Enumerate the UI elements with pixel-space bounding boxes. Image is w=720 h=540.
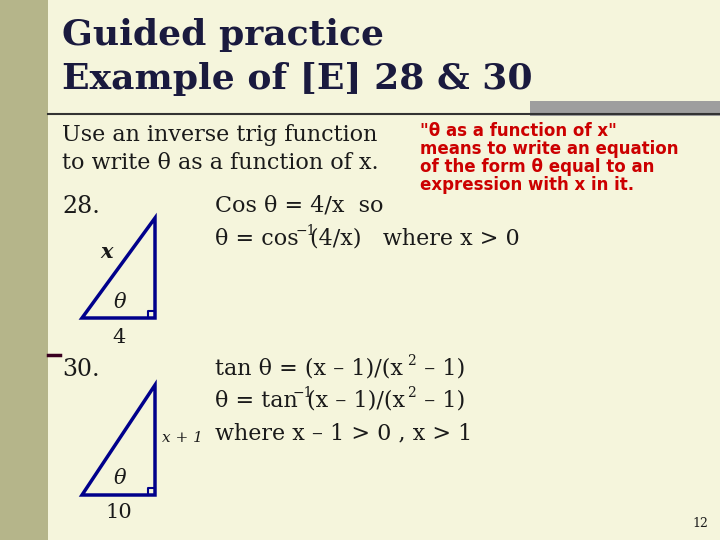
Text: expression with x in it.: expression with x in it.	[420, 176, 634, 194]
Text: "θ as a function of x": "θ as a function of x"	[420, 122, 617, 140]
Text: Guided practice: Guided practice	[62, 18, 384, 52]
Text: x: x	[101, 242, 113, 262]
Text: (x – 1)/(x: (x – 1)/(x	[307, 390, 405, 412]
Text: θ = tan: θ = tan	[215, 390, 298, 412]
Text: (4/x)   where x > 0: (4/x) where x > 0	[310, 228, 520, 250]
Text: 2: 2	[407, 386, 415, 400]
Text: Example of [E] 28 & 30: Example of [E] 28 & 30	[62, 62, 533, 96]
Text: tan θ = (x – 1)/(x: tan θ = (x – 1)/(x	[215, 358, 403, 380]
Text: of the form θ equal to an: of the form θ equal to an	[420, 158, 654, 176]
Text: to write θ as a function of x.: to write θ as a function of x.	[62, 152, 379, 174]
Text: where x – 1 > 0 , x > 1: where x – 1 > 0 , x > 1	[215, 422, 472, 444]
Text: Use an inverse trig function: Use an inverse trig function	[62, 124, 377, 146]
Text: 4: 4	[112, 328, 125, 347]
Text: means to write an equation: means to write an equation	[420, 140, 678, 158]
Bar	[0, 0, 48, 540]
Text: −1: −1	[296, 224, 317, 238]
Text: 28.: 28.	[62, 195, 100, 218]
Text: – 1): – 1)	[417, 358, 465, 380]
Text: θ: θ	[114, 293, 126, 312]
Text: θ: θ	[114, 469, 126, 488]
Text: θ = cos: θ = cos	[215, 228, 299, 250]
Text: 12: 12	[692, 517, 708, 530]
Bar	[530, 101, 720, 116]
Text: 2: 2	[407, 354, 415, 368]
Text: – 1): – 1)	[417, 390, 465, 412]
Text: −1: −1	[293, 386, 313, 400]
Text: 30.: 30.	[62, 358, 99, 381]
Text: 10: 10	[106, 503, 132, 522]
Text: x + 1: x + 1	[162, 431, 203, 445]
Text: Cos θ = 4/x  so: Cos θ = 4/x so	[215, 195, 384, 217]
